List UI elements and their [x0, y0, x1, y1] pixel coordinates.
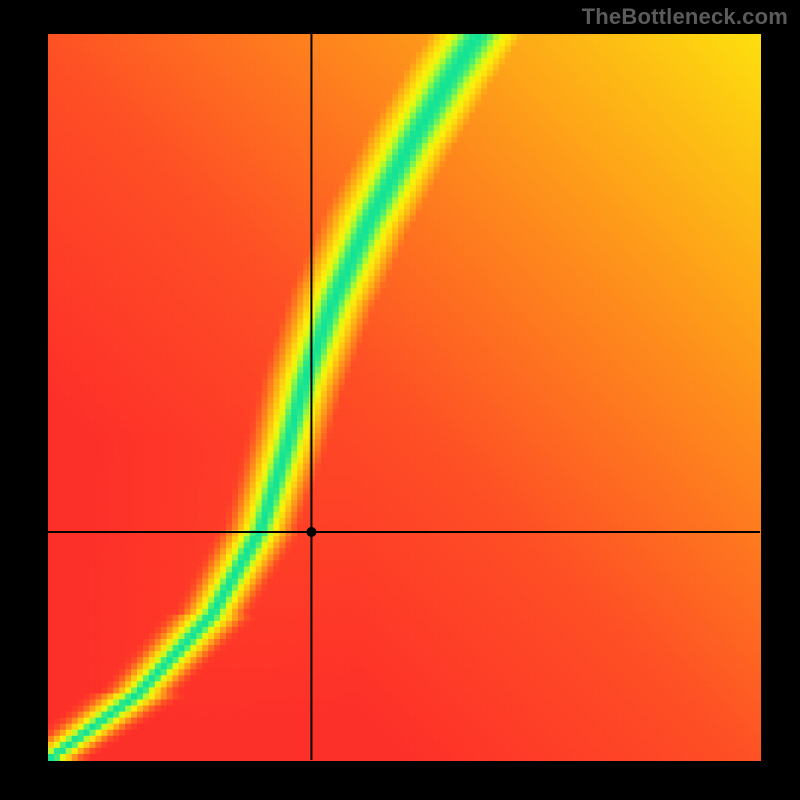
bottleneck-heatmap [0, 0, 800, 800]
watermark-text: TheBottleneck.com [582, 4, 788, 30]
